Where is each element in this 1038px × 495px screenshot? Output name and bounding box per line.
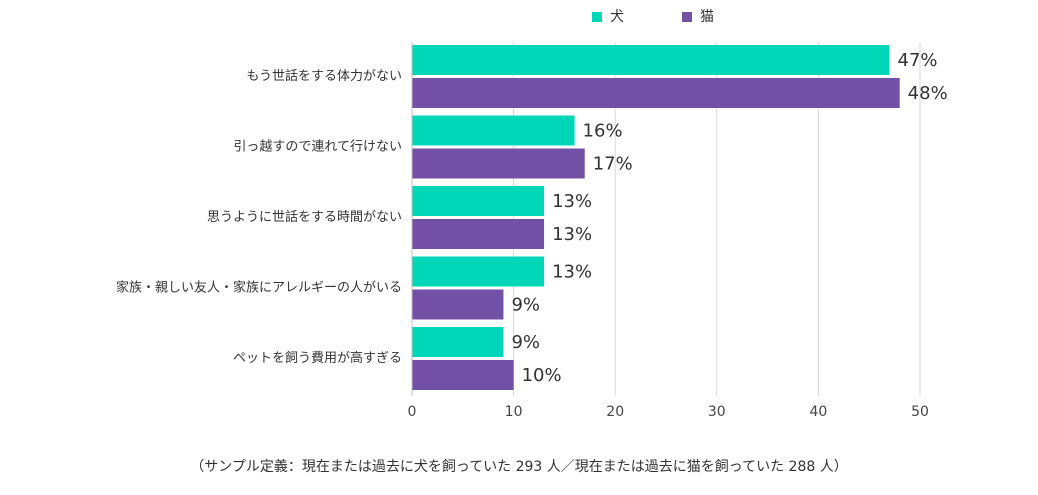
- data-label: 9%: [511, 332, 540, 353]
- bar-cat-3: [412, 289, 504, 320]
- legend: 犬猫: [592, 9, 714, 25]
- category-label: もう世話をする体力がない: [246, 68, 402, 84]
- legend-label-cat: 猫: [700, 9, 714, 25]
- bar-cat-4: [412, 360, 514, 390]
- data-label: 9%: [511, 295, 540, 316]
- x-tick-label: 30: [708, 404, 726, 420]
- x-tick-label: 10: [505, 404, 523, 420]
- x-tick-label: 50: [911, 404, 929, 420]
- bar-dog-0: [412, 45, 890, 75]
- data-labels: 47%48%16%17%13%13%13%9%9%10%: [511, 50, 947, 386]
- data-label: 17%: [593, 154, 633, 175]
- data-label: 13%: [552, 262, 592, 283]
- data-label: 10%: [522, 365, 562, 386]
- x-tick-label: 20: [606, 404, 624, 420]
- data-label: 13%: [552, 224, 592, 245]
- category-label: 思うように世話をする時間がない: [207, 209, 402, 225]
- category-labels: もう世話をする体力がない引っ越すので連れて行けない思うように世話をする時間がない…: [116, 68, 402, 366]
- bar-cat-1: [412, 148, 585, 179]
- bars: [412, 45, 900, 390]
- x-tick-label: 40: [809, 404, 827, 420]
- category-label: 家族・親しい友人・家族にアレルギーの人がいる: [116, 280, 402, 296]
- bar-dog-3: [412, 256, 545, 287]
- sample-definition-footnote: （サンプル定義：現在または過去に犬を飼っていた 293 人／現在または過去に猫を…: [190, 459, 848, 475]
- data-label: 13%: [552, 191, 592, 212]
- bar-dog-1: [412, 115, 575, 146]
- bar-cat-2: [412, 219, 545, 249]
- data-label: 16%: [583, 121, 623, 142]
- bar-dog-4: [412, 327, 504, 357]
- bar-cat-0: [412, 78, 900, 108]
- x-tick-label: 0: [408, 404, 417, 420]
- data-label: 47%: [898, 50, 938, 71]
- bar-dog-2: [412, 186, 545, 216]
- data-label: 48%: [908, 83, 948, 104]
- legend-swatch-dog: [592, 12, 602, 22]
- legend-swatch-cat: [682, 12, 692, 22]
- category-label: 引っ越すので連れて行けない: [233, 140, 402, 155]
- category-label: ペットを飼う費用が高すぎる: [233, 350, 402, 366]
- bar-chart: 0 10 20 30 40 50 もう世話をする体力がない引っ越すので連れて行けない思うよ…: [116, 9, 948, 420]
- x-axis-ticks: 0 10 20 30 40 50: [408, 404, 929, 420]
- legend-label-dog: 犬: [610, 9, 624, 25]
